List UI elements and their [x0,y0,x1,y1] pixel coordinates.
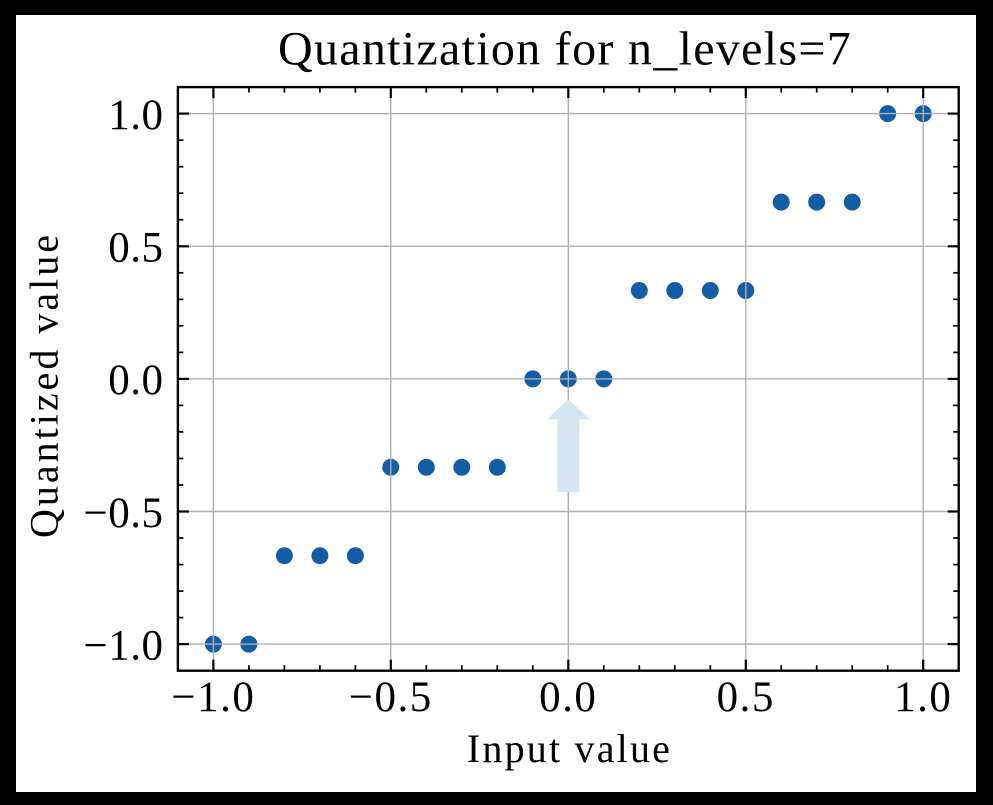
svg-text:0.5: 0.5 [108,225,163,272]
svg-text:1.0: 1.0 [894,674,952,721]
svg-text:−1.0: −1.0 [83,622,163,669]
svg-text:0.0: 0.0 [539,674,597,721]
svg-text:−0.5: −0.5 [349,674,433,721]
svg-text:1.0: 1.0 [108,92,163,139]
svg-text:−1.0: −1.0 [171,674,255,721]
svg-text:Quantized value: Quantized value [22,232,67,538]
svg-text:0.0: 0.0 [108,357,163,404]
svg-text:Input value: Input value [467,726,672,771]
svg-text:Quantization for n_levels=7: Quantization for n_levels=7 [278,23,852,76]
svg-text:−0.5: −0.5 [83,490,163,537]
svg-text:0.5: 0.5 [717,674,775,721]
